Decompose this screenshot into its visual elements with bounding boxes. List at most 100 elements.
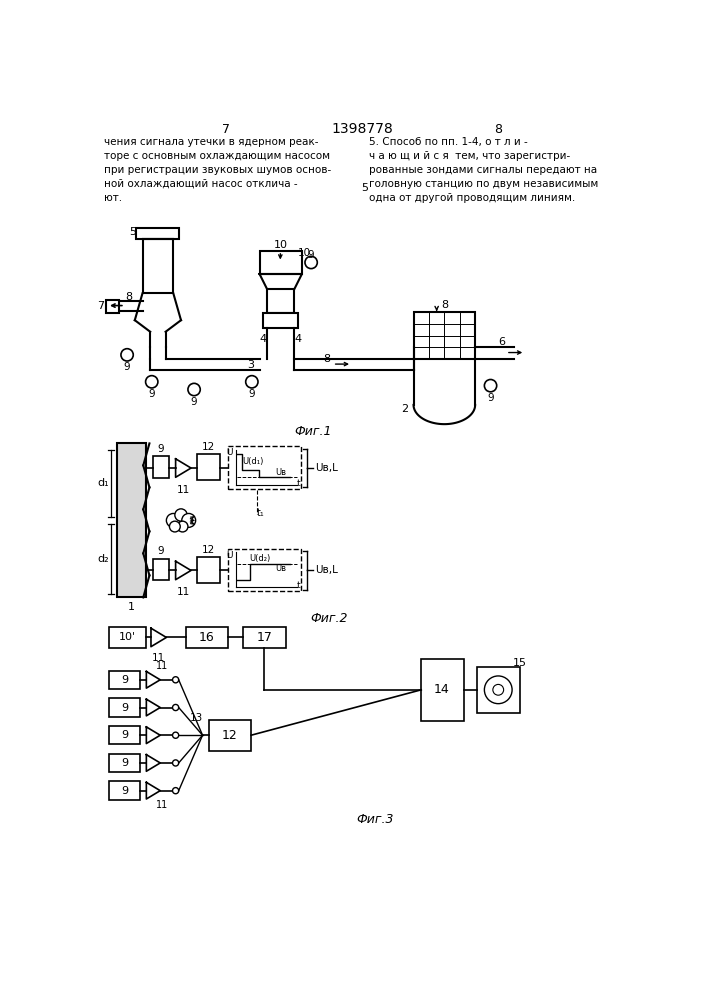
Bar — [264, 312, 298, 328]
Text: Фиг.2: Фиг.2 — [310, 612, 348, 625]
Bar — [110, 627, 146, 648]
Polygon shape — [146, 727, 160, 744]
Circle shape — [173, 677, 179, 683]
Text: 9: 9 — [191, 397, 197, 407]
Text: Uв: Uв — [275, 564, 286, 573]
Text: 12: 12 — [221, 729, 238, 742]
Polygon shape — [146, 699, 160, 716]
Text: t: t — [297, 581, 300, 590]
Circle shape — [166, 513, 180, 527]
Text: Фиг.1: Фиг.1 — [295, 425, 332, 438]
Text: U(d₂): U(d₂) — [250, 554, 271, 563]
Text: 1: 1 — [128, 602, 135, 612]
Bar — [259, 251, 302, 274]
Text: 4: 4 — [295, 334, 302, 344]
Circle shape — [484, 379, 497, 392]
Text: 13: 13 — [189, 713, 203, 723]
Text: 3: 3 — [247, 360, 254, 370]
Circle shape — [121, 349, 133, 361]
Text: 9: 9 — [158, 444, 164, 454]
Text: t: t — [297, 479, 300, 488]
Circle shape — [146, 376, 158, 388]
Text: d₂: d₂ — [98, 554, 109, 564]
Bar — [153, 456, 170, 478]
Text: 8: 8 — [494, 123, 502, 136]
Circle shape — [246, 376, 258, 388]
Text: 7: 7 — [223, 123, 230, 136]
Text: Uв: Uв — [275, 468, 286, 477]
Text: 9: 9 — [121, 703, 129, 713]
Text: 6: 6 — [498, 337, 506, 347]
Circle shape — [175, 509, 187, 521]
Polygon shape — [146, 671, 160, 688]
Text: 9: 9 — [158, 546, 164, 556]
Text: 16: 16 — [199, 631, 214, 644]
Text: 10': 10' — [119, 632, 136, 642]
Polygon shape — [146, 782, 160, 799]
Text: 2: 2 — [401, 404, 408, 414]
Text: Uв,L: Uв,L — [315, 565, 338, 575]
Circle shape — [173, 788, 179, 794]
Text: 9: 9 — [121, 730, 129, 740]
Text: Фиг.3: Фиг.3 — [356, 813, 394, 826]
Text: чения сигнала утечки в ядерном реак-
торе с основным охлаждающим насосом
при рег: чения сигнала утечки в ядерном реак- тор… — [104, 137, 332, 203]
Text: U: U — [226, 551, 233, 560]
Bar — [136, 228, 179, 239]
Text: 9: 9 — [249, 389, 255, 399]
Bar — [105, 300, 119, 312]
Text: t₁: t₁ — [257, 508, 265, 518]
Text: 9: 9 — [121, 758, 129, 768]
Polygon shape — [175, 459, 191, 477]
Bar — [228, 446, 301, 489]
Bar — [421, 659, 464, 721]
Bar — [267, 289, 294, 312]
Bar — [197, 454, 221, 480]
Text: 15: 15 — [513, 658, 527, 668]
Polygon shape — [146, 755, 160, 771]
Text: 7: 7 — [98, 301, 105, 311]
Text: 11: 11 — [156, 661, 168, 671]
Circle shape — [170, 521, 180, 532]
Bar — [110, 671, 140, 689]
Bar — [110, 781, 140, 800]
Text: Uв,L: Uв,L — [315, 463, 338, 473]
Circle shape — [182, 513, 196, 527]
Text: 11: 11 — [177, 587, 190, 597]
Bar — [110, 754, 140, 772]
Text: U(d₁): U(d₁) — [242, 457, 263, 466]
Bar — [117, 443, 146, 597]
Circle shape — [484, 676, 512, 704]
Text: 10: 10 — [274, 240, 287, 250]
Bar — [110, 726, 140, 744]
Text: 12: 12 — [202, 545, 216, 555]
Circle shape — [173, 760, 179, 766]
Text: 8: 8 — [440, 300, 448, 310]
Bar — [414, 312, 475, 359]
Text: 10: 10 — [298, 248, 311, 258]
Polygon shape — [151, 628, 166, 647]
Text: 8: 8 — [323, 354, 330, 364]
Text: 4: 4 — [260, 334, 267, 344]
Circle shape — [173, 732, 179, 738]
Text: 9: 9 — [124, 362, 130, 372]
Text: d₁: d₁ — [98, 478, 109, 488]
Text: 1398778: 1398778 — [331, 122, 393, 136]
Text: 9: 9 — [308, 250, 315, 260]
Text: 17: 17 — [256, 631, 272, 644]
Bar — [186, 627, 228, 648]
Text: 9: 9 — [121, 675, 129, 685]
Text: 9: 9 — [148, 389, 155, 399]
Text: 11: 11 — [152, 653, 165, 663]
Bar — [228, 549, 301, 591]
Bar — [209, 720, 251, 751]
Bar — [153, 559, 170, 580]
Circle shape — [173, 704, 179, 711]
Text: 5. Способ по пп. 1-4, о т л и -
ч а ю щ и й с я  тем, что зарегистри-
рованные з: 5. Способ по пп. 1-4, о т л и - ч а ю щ … — [369, 137, 598, 203]
Circle shape — [305, 256, 317, 269]
Bar — [143, 239, 173, 293]
Circle shape — [493, 684, 503, 695]
Text: 9: 9 — [487, 393, 494, 403]
Text: 12: 12 — [202, 442, 216, 452]
Text: 5: 5 — [361, 183, 368, 193]
Text: 5: 5 — [129, 227, 136, 237]
